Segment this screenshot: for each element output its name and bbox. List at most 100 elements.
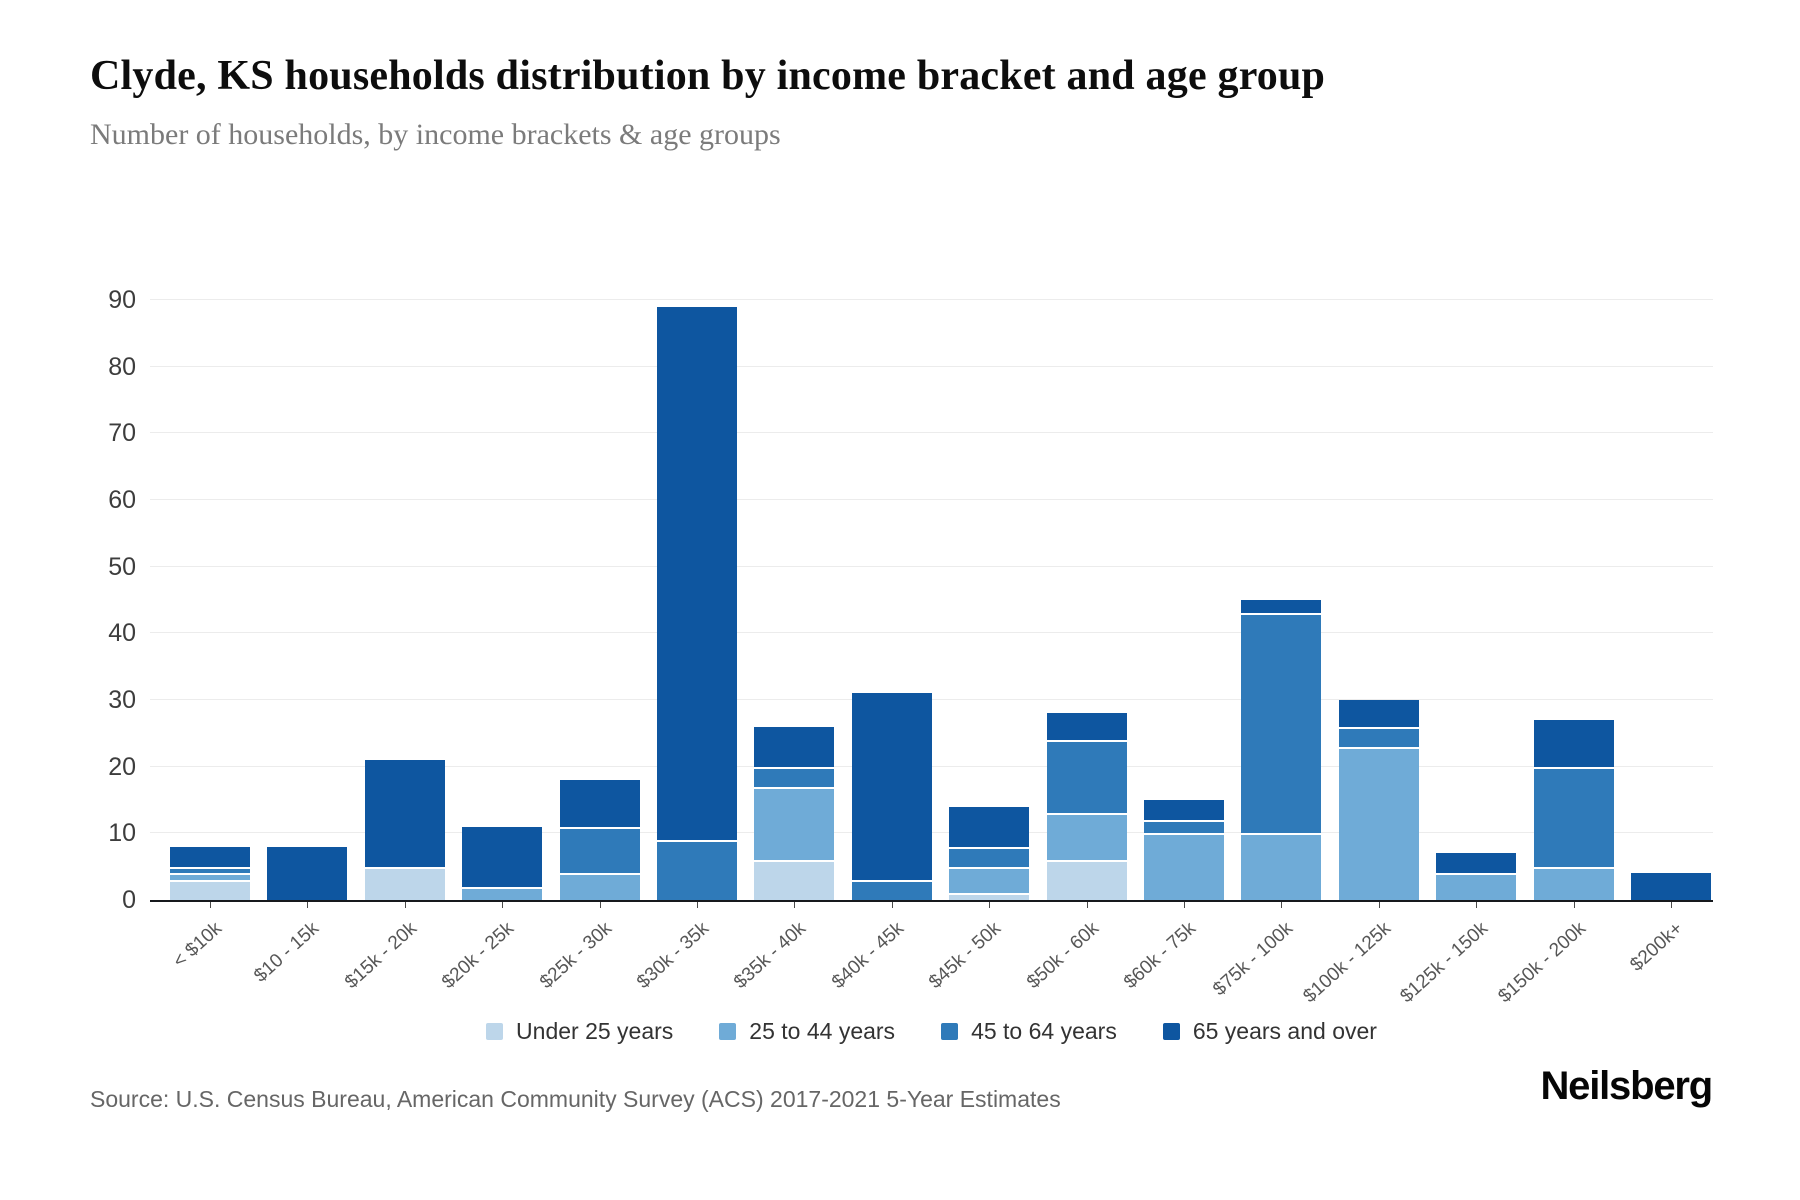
bar-segment (1046, 713, 1127, 741)
bar-$10 - 15k (267, 846, 348, 900)
bar-segment (462, 826, 543, 887)
x-axis-tick (1378, 902, 1380, 908)
bar-segment (1631, 873, 1711, 900)
bar-segment (754, 786, 835, 860)
bar-$75k - 100k (1241, 600, 1322, 900)
bar-segment (170, 866, 250, 874)
bar-$100k - 125k (1338, 700, 1419, 900)
x-axis-tick (794, 902, 796, 908)
y-axis-tick-label: 0 (122, 886, 136, 914)
gridline (150, 632, 1713, 634)
legend-swatch-icon (941, 1023, 959, 1040)
bar-segment (1144, 833, 1224, 900)
y-axis-tick-label: 50 (108, 552, 136, 581)
bar-$15k - 20k (364, 760, 445, 900)
bar-segment (559, 826, 640, 874)
bar-$60k - 75k (1144, 800, 1224, 900)
bar-segment (559, 780, 640, 827)
bar-segment (1241, 613, 1322, 834)
legend-item[interactable]: 25 to 44 years (719, 1018, 895, 1045)
bar-segment (462, 886, 543, 900)
bar-segment (1338, 746, 1419, 900)
bar-$35k - 40k (754, 726, 835, 900)
bar-segment (754, 726, 835, 767)
legend-label: 45 to 64 years (971, 1018, 1117, 1044)
legend-label: 65 years and over (1192, 1018, 1377, 1044)
bar-segment (1436, 853, 1517, 874)
y-axis-tick-label: 30 (108, 686, 136, 714)
bar-segment (851, 693, 932, 880)
x-axis-tick (1671, 902, 1672, 908)
bar-segment (1533, 766, 1614, 867)
x-axis-tick (502, 902, 504, 908)
bar-segment (851, 880, 932, 900)
bar-segment (1436, 873, 1517, 900)
bar-$150k - 200k (1533, 720, 1614, 900)
bar-segment (1046, 740, 1127, 814)
legend-swatch-icon (1162, 1023, 1180, 1040)
bar-$30k - 35k (657, 306, 737, 900)
x-axis-tick (989, 902, 991, 908)
legend-item[interactable]: Under 25 years (486, 1018, 673, 1045)
bar-segment (1144, 820, 1224, 834)
bar-segment (949, 866, 1030, 894)
bar-< $10k (170, 846, 250, 900)
chart-title: Clyde, KS households distribution by inc… (90, 53, 1326, 99)
bar-$40k - 45k (851, 693, 932, 900)
bar-segment (1533, 866, 1614, 900)
bar-$125k - 150k (1436, 853, 1517, 900)
legend: Under 25 years 25 to 44 years 45 to 64 yea… (150, 1018, 1713, 1045)
bar-segment (657, 840, 737, 900)
y-axis-tick-label: 90 (108, 286, 136, 314)
x-axis-tick (210, 902, 211, 908)
x-axis-tick (891, 902, 893, 908)
bar-segment (949, 893, 1030, 900)
bar-segment (170, 880, 250, 900)
bar-segment (1046, 813, 1127, 860)
source-note: Source: U.S. Census Bureau, American Com… (90, 1086, 1061, 1112)
y-axis-tick-label: 60 (108, 486, 136, 514)
plot-area: 0 10 20 30 40 50 60 70 80 90 < $10k $10 - 15k $15k -… (108, 287, 1713, 1007)
legend-swatch-icon (719, 1023, 737, 1040)
x-axis-tick (1086, 902, 1088, 908)
x-axis-tick (404, 902, 406, 908)
legend-swatch-icon (486, 1023, 504, 1040)
bar-segment (1046, 860, 1127, 900)
bar-segment (1241, 600, 1322, 614)
bar-segment (364, 866, 445, 900)
bar-$200k+ (1631, 873, 1711, 900)
brand-logo[interactable]: Neilsberg (1540, 1064, 1714, 1108)
x-axis-tick (599, 902, 601, 908)
x-axis-tick (307, 902, 309, 908)
y-axis-tick-label: 80 (108, 352, 136, 381)
bar-segment (949, 846, 1030, 867)
bar-segment (267, 846, 348, 900)
bar-$50k - 60k (1046, 713, 1127, 900)
x-axis-tick (1281, 902, 1283, 908)
bar-$45k - 50k (949, 806, 1030, 900)
bar-segment (1338, 726, 1419, 747)
legend-label: Under 25 years (516, 1018, 674, 1044)
legend-label: 25 to 44 years (749, 1018, 896, 1044)
bar-segment (364, 760, 445, 867)
bar-segment (949, 806, 1030, 847)
bar-segment (170, 873, 250, 880)
x-axis-tick (1476, 902, 1478, 908)
gridline (150, 432, 1713, 434)
bar-segment (559, 873, 640, 900)
gridline (150, 365, 1713, 367)
bar-$20k - 25k (462, 826, 543, 900)
x-axis-tick (1573, 902, 1575, 908)
bar-segment (754, 860, 835, 900)
chart-subtitle: Number of households, by income brackets… (90, 118, 781, 151)
bar-segment (1144, 800, 1224, 821)
y-axis-tick-label: 20 (108, 752, 136, 781)
legend-item[interactable]: 45 to 64 years (941, 1018, 1117, 1045)
y-axis-tick-label: 70 (108, 419, 136, 448)
x-axis-tick (697, 902, 698, 908)
bar-segment (170, 846, 250, 867)
legend-item[interactable]: 65 years and over (1162, 1018, 1377, 1045)
x-axis-tick (1184, 902, 1185, 908)
bar-segment (754, 766, 835, 787)
